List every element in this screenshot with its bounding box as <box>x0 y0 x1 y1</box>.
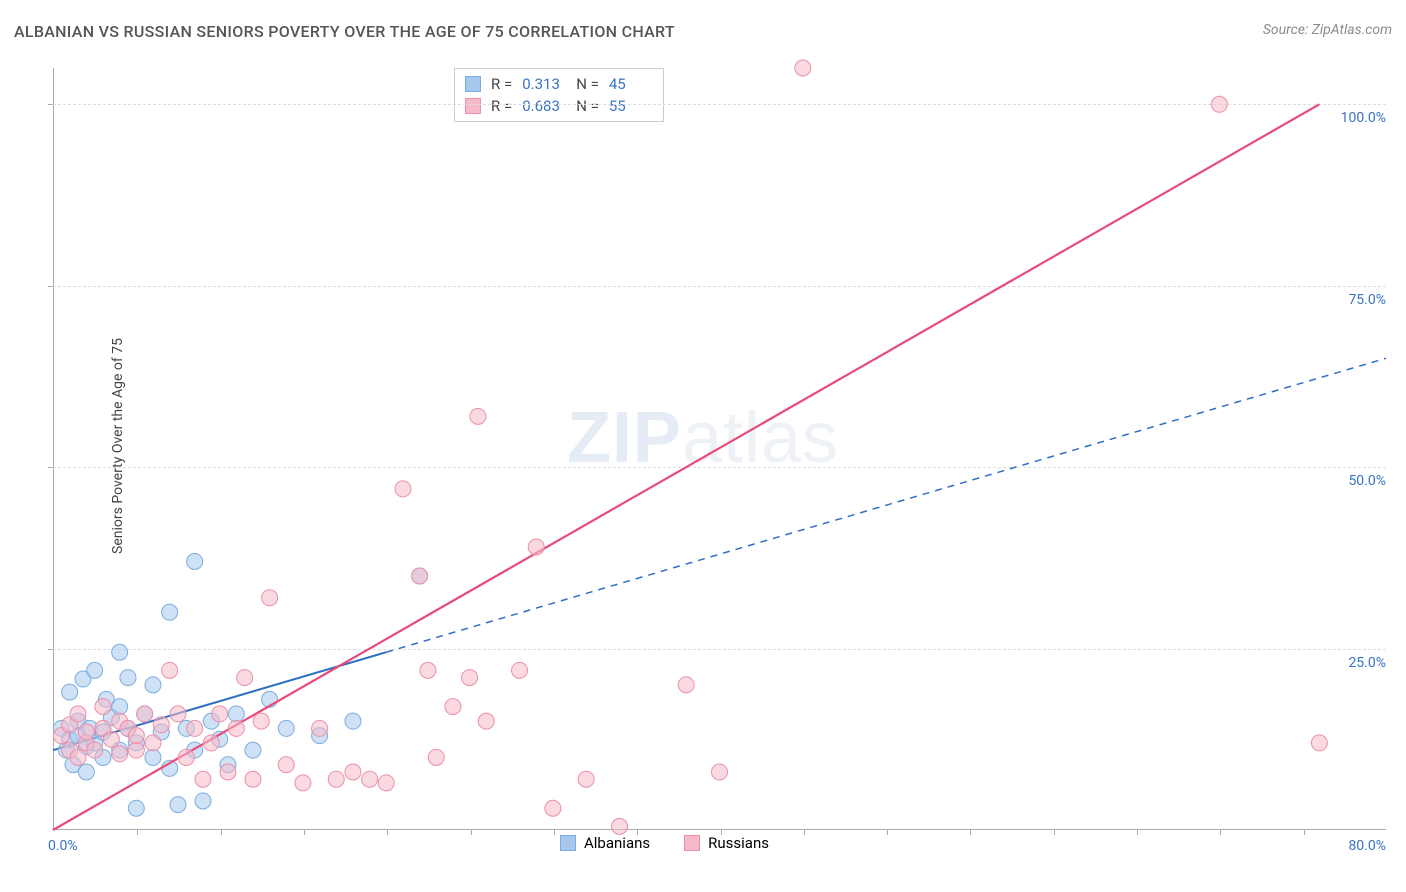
data-point <box>95 699 111 715</box>
data-point <box>62 684 78 700</box>
data-point <box>528 539 544 555</box>
data-point <box>245 742 261 758</box>
data-point <box>153 717 169 733</box>
data-point <box>78 724 94 740</box>
legend-label: Russians <box>708 834 769 852</box>
data-point <box>412 568 428 584</box>
data-point <box>112 746 128 762</box>
data-point <box>512 662 528 678</box>
data-point <box>420 662 436 678</box>
data-point <box>195 793 211 809</box>
data-point <box>162 604 178 620</box>
data-point <box>378 775 394 791</box>
data-point <box>220 764 236 780</box>
legend-item: Albanians <box>560 834 650 852</box>
series-legend: Albanians Russians <box>560 834 769 852</box>
data-point <box>128 728 144 744</box>
data-point <box>253 713 269 729</box>
source-attribution: Source: ZipAtlas.com <box>1263 22 1392 38</box>
data-point <box>1211 96 1227 112</box>
legend-label: Albanians <box>584 834 650 852</box>
data-point <box>145 677 161 693</box>
x-axis-min-label: 0.0% <box>48 838 78 854</box>
data-point <box>212 706 228 722</box>
data-point <box>312 720 328 736</box>
data-point <box>87 742 103 758</box>
data-point <box>112 644 128 660</box>
data-point <box>278 720 294 736</box>
data-point <box>712 764 728 780</box>
data-point <box>678 677 694 693</box>
legend-item: Russians <box>684 834 769 852</box>
x-axis-max-label: 80.0% <box>1348 838 1386 854</box>
correlation-chart: ALBANIAN VS RUSSIAN SENIORS POVERTY OVER… <box>0 0 1406 892</box>
data-point <box>278 757 294 773</box>
data-point <box>103 731 119 747</box>
data-point <box>295 775 311 791</box>
data-point <box>170 797 186 813</box>
data-point <box>187 553 203 569</box>
data-point <box>178 749 194 765</box>
data-point <box>345 713 361 729</box>
data-point <box>78 764 94 780</box>
data-point <box>237 670 253 686</box>
data-point <box>228 706 244 722</box>
data-point <box>228 720 244 736</box>
data-point <box>70 749 86 765</box>
plot-svg <box>53 68 1386 830</box>
legend-swatch <box>560 835 576 851</box>
data-point <box>345 764 361 780</box>
data-point <box>128 742 144 758</box>
data-point <box>795 60 811 76</box>
data-point <box>187 720 203 736</box>
legend-swatch <box>684 835 700 851</box>
data-point <box>1311 735 1327 751</box>
data-point <box>328 771 344 787</box>
trend-line <box>53 104 1319 830</box>
data-point <box>120 670 136 686</box>
data-point <box>478 713 494 729</box>
data-point <box>203 735 219 751</box>
data-point <box>462 670 478 686</box>
data-point <box>195 771 211 787</box>
data-point <box>112 699 128 715</box>
data-point <box>145 749 161 765</box>
data-point <box>245 771 261 787</box>
data-point <box>145 735 161 751</box>
data-point <box>262 590 278 606</box>
data-point <box>87 662 103 678</box>
data-point <box>612 818 628 834</box>
data-point <box>137 706 153 722</box>
data-point <box>362 771 378 787</box>
chart-title: ALBANIAN VS RUSSIAN SENIORS POVERTY OVER… <box>14 22 675 41</box>
data-point <box>128 800 144 816</box>
data-point <box>578 771 594 787</box>
data-point <box>545 800 561 816</box>
data-point <box>445 699 461 715</box>
data-point <box>428 749 444 765</box>
trend-line-dashed <box>386 358 1386 652</box>
data-point <box>470 408 486 424</box>
data-point <box>70 706 86 722</box>
data-point <box>170 706 186 722</box>
data-point <box>395 481 411 497</box>
data-point <box>162 662 178 678</box>
